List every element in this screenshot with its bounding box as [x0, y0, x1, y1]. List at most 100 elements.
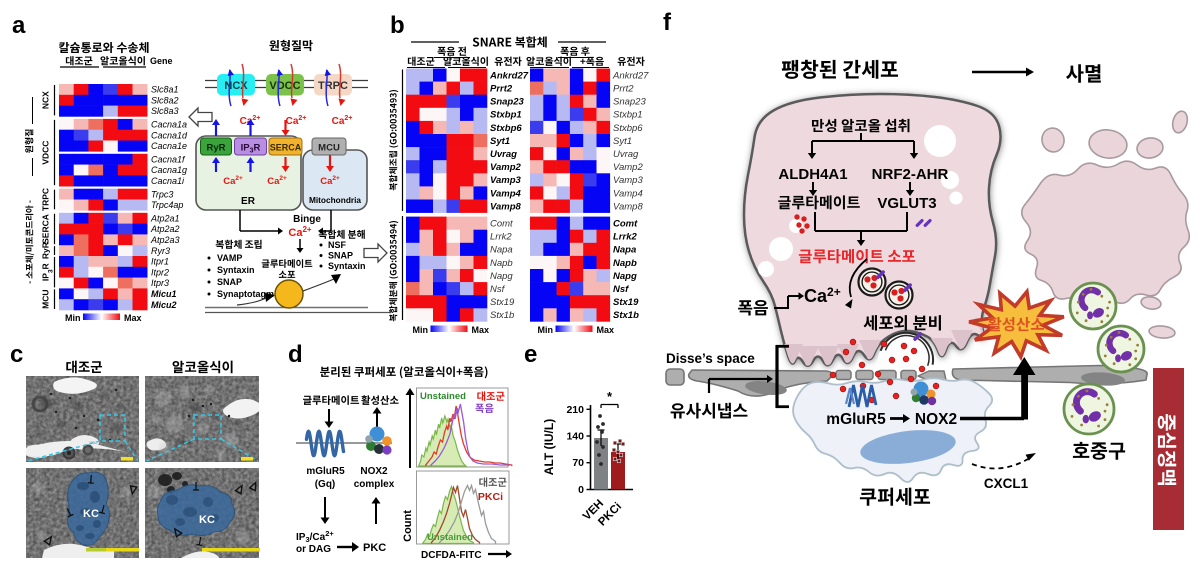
- svg-text:Napg: Napg: [490, 271, 513, 282]
- svg-text:Nsf: Nsf: [490, 284, 506, 295]
- svg-text:Stxbp6: Stxbp6: [490, 123, 522, 134]
- svg-text:NCX: NCX: [224, 80, 248, 92]
- svg-text:Cacna1a: Cacna1a: [151, 120, 187, 130]
- svg-text:Napb: Napb: [613, 258, 637, 269]
- svg-text:Trpc3: Trpc3: [151, 189, 173, 199]
- svg-text:*: *: [607, 389, 613, 404]
- svg-text:Itpr1: Itpr1: [151, 257, 169, 267]
- svg-text:SNAP: SNAP: [217, 277, 242, 287]
- svg-text:Count: Count: [402, 510, 414, 542]
- svg-text:Slc8a2: Slc8a2: [151, 95, 179, 105]
- svg-text:Syt1: Syt1: [613, 136, 632, 147]
- svg-text:VAMP: VAMP: [217, 253, 242, 263]
- svg-text:Lrrk2: Lrrk2: [613, 232, 637, 243]
- svg-text:Ca2+: Ca2+: [332, 115, 353, 127]
- svg-text:TRPC: TRPC: [41, 188, 51, 211]
- svg-text:Vamp3: Vamp3: [613, 175, 643, 186]
- svg-text:Stx19: Stx19: [490, 297, 515, 308]
- svg-text:Max: Max: [597, 325, 615, 335]
- svg-text:DCFDA-FITC: DCFDA-FITC: [421, 550, 482, 561]
- svg-text:Stx19: Stx19: [613, 297, 639, 308]
- svg-text:Stx1b: Stx1b: [613, 310, 639, 321]
- svg-text:Prrt2: Prrt2: [613, 84, 634, 95]
- svg-text:Syt1: Syt1: [490, 136, 510, 147]
- svg-text:Uvrag: Uvrag: [613, 149, 639, 160]
- svg-text:Napg: Napg: [613, 271, 637, 282]
- svg-text:Ankrd27: Ankrd27: [612, 71, 649, 82]
- svg-text:0: 0: [578, 484, 584, 496]
- svg-text:Unstained: Unstained: [427, 532, 473, 543]
- svg-text:SERCA: SERCA: [41, 214, 51, 244]
- svg-text:Cacna1i: Cacna1i: [151, 176, 185, 186]
- svg-text:PKCi: PKCi: [478, 491, 503, 503]
- svg-text:Vamp3: Vamp3: [490, 175, 522, 186]
- svg-text:Synaptotagmin: Synaptotagmin: [217, 289, 282, 299]
- svg-text:CXCL1: CXCL1: [984, 476, 1029, 491]
- svg-text:PKC: PKC: [363, 542, 386, 554]
- svg-text:Ca2+: Ca2+: [288, 225, 312, 239]
- svg-text:Snap23: Snap23: [613, 97, 646, 108]
- svg-text:Atp2a3: Atp2a3: [150, 235, 180, 245]
- svg-text:Vamp4: Vamp4: [613, 188, 643, 199]
- svg-text:c: c: [10, 341, 23, 368]
- svg-text:RyR: RyR: [41, 242, 51, 259]
- svg-text:Comt: Comt: [490, 219, 513, 230]
- svg-text:210: 210: [566, 404, 584, 416]
- svg-text:NCX: NCX: [41, 91, 51, 109]
- svg-text:SERCA: SERCA: [270, 143, 302, 153]
- svg-text:140: 140: [566, 431, 584, 443]
- svg-text:Min: Min: [538, 325, 554, 335]
- svg-text:complex: complex: [354, 479, 395, 490]
- svg-text:Slc8a1: Slc8a1: [151, 85, 179, 95]
- svg-text:a: a: [12, 12, 26, 39]
- svg-text:Stxbp1: Stxbp1: [613, 110, 643, 121]
- svg-text:Nsf: Nsf: [613, 284, 629, 295]
- svg-text:Syntaxin: Syntaxin: [328, 261, 366, 271]
- svg-text:Max: Max: [124, 313, 142, 323]
- svg-text:IP3R: IP3R: [41, 263, 55, 281]
- svg-text:ALDH4A1: ALDH4A1: [778, 166, 847, 183]
- svg-text:Napa: Napa: [490, 245, 513, 256]
- svg-text:Disse’s space: Disse’s space: [666, 351, 755, 366]
- svg-text:Atp2a2: Atp2a2: [150, 224, 180, 234]
- svg-text:d: d: [288, 341, 303, 368]
- svg-text:mGluR5: mGluR5: [306, 466, 345, 477]
- svg-text:(Gq): (Gq): [315, 479, 336, 490]
- svg-text:Stxbp6: Stxbp6: [613, 123, 643, 134]
- svg-text:Ca2+: Ca2+: [286, 115, 307, 127]
- svg-text:Napa: Napa: [613, 245, 636, 256]
- svg-text:ALT (IU/L): ALT (IU/L): [542, 419, 556, 475]
- svg-text:Trpc4ap: Trpc4ap: [151, 200, 183, 210]
- svg-text:NSF: NSF: [328, 240, 347, 250]
- svg-text:Slc8a3: Slc8a3: [151, 106, 179, 116]
- svg-text:Itpr3: Itpr3: [151, 278, 169, 288]
- svg-text:Cacna1e: Cacna1e: [151, 141, 187, 151]
- svg-text:Stx1b: Stx1b: [490, 310, 514, 321]
- svg-text:VDCC: VDCC: [269, 80, 300, 92]
- svg-text:70: 70: [572, 457, 584, 469]
- svg-text:or DAG: or DAG: [296, 544, 331, 555]
- svg-text:NOX2: NOX2: [360, 466, 388, 477]
- svg-text:VGLUT3: VGLUT3: [877, 195, 936, 212]
- svg-text:Binge: Binge: [293, 214, 321, 225]
- svg-text:Unstained: Unstained: [420, 391, 466, 402]
- svg-text:SNAP: SNAP: [328, 251, 353, 261]
- svg-text:e: e: [524, 341, 537, 368]
- svg-text:Atp2a1: Atp2a1: [150, 213, 180, 223]
- svg-text:KC: KC: [83, 508, 99, 520]
- svg-text:MCU: MCU: [318, 143, 340, 154]
- svg-text:Vamp8: Vamp8: [490, 201, 522, 212]
- svg-text:Min: Min: [65, 313, 81, 323]
- svg-text:MCU: MCU: [41, 290, 51, 309]
- svg-text:IP3R: IP3R: [241, 143, 261, 155]
- svg-text:ER: ER: [241, 196, 256, 207]
- svg-text:Prrt2: Prrt2: [490, 84, 513, 95]
- svg-text:Ryr3: Ryr3: [151, 246, 170, 256]
- svg-text:Vamp2: Vamp2: [613, 162, 643, 173]
- svg-text:TRPC: TRPC: [318, 80, 348, 92]
- svg-text:Vamp8: Vamp8: [613, 201, 643, 212]
- svg-text:Micu1: Micu1: [151, 289, 177, 299]
- svg-text:Uvrag: Uvrag: [490, 149, 517, 160]
- svg-text:Stxbp1: Stxbp1: [490, 110, 522, 121]
- svg-text:IP3/Ca2+: IP3/Ca2+: [296, 529, 334, 544]
